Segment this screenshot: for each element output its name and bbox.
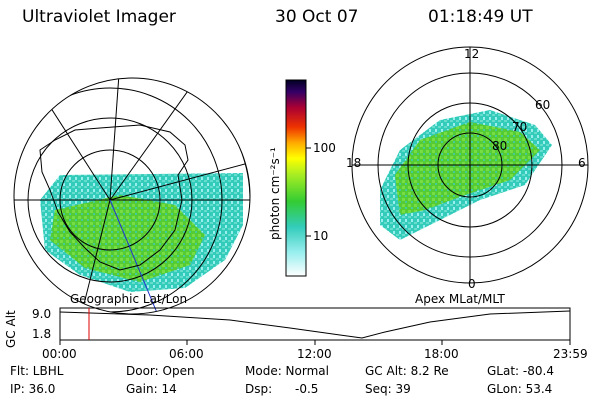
right-panel-caption: Apex MLat/MLT	[415, 292, 505, 306]
info-seq: Seq: 39	[365, 382, 411, 396]
mlt-18-label: 18	[346, 156, 362, 170]
info-dsp-label: Dsp:	[245, 382, 273, 396]
date-label: 30 Oct 07	[275, 7, 359, 27]
mlat-60-label: 60	[535, 98, 551, 112]
info-door: Door: Open	[126, 364, 195, 378]
mlt-12-label: 12	[464, 47, 480, 61]
timeline-xtick-1: 06:00	[169, 347, 204, 361]
colorbar	[285, 79, 311, 277]
colorbar-tick-100: 100	[313, 141, 336, 155]
mlt-6-label: 6	[578, 156, 586, 170]
app-title: Ultraviolet Imager	[22, 7, 176, 27]
mlat-80-label: 80	[492, 139, 508, 153]
continent-outline	[39, 124, 189, 271]
timeline-xtick-4: 23:59	[553, 347, 588, 361]
time-label: 01:18:49 UT	[428, 7, 533, 27]
timeline-xtick-2: 12:00	[297, 347, 332, 361]
timeline-xtick-0: 00:00	[42, 347, 77, 361]
left-panel-caption: Geographic Lat/Lon	[70, 292, 188, 306]
colorbar-tick-10: 10	[313, 229, 329, 243]
altitude-curve	[59, 310, 571, 339]
timeline-ytick-bottom: 1.8	[32, 327, 52, 341]
timeline-ylabel: GC Alt	[4, 310, 18, 348]
mlat-70-label: 70	[512, 120, 528, 134]
info-dsp-value: -0.5	[295, 382, 319, 396]
info-ip: IP: 36.0	[10, 382, 56, 396]
aurora-oval-green	[395, 122, 540, 215]
info-glat: GLat: -80.4	[487, 364, 554, 378]
timeline-frame	[59, 307, 571, 341]
timeline-xtick-3: 18:00	[424, 347, 459, 361]
info-filter: Flt: LBHL	[10, 364, 64, 378]
mlt-0-label: 0	[468, 277, 476, 291]
info-mode: Mode: Normal	[245, 364, 329, 378]
info-gain: Gain: 14	[126, 382, 177, 396]
info-gc-alt: GC Alt: 8.2 Re	[365, 364, 449, 378]
info-glon: GLon: 53.4	[487, 382, 553, 396]
timeline-ytick-top: 9.0	[32, 307, 52, 321]
